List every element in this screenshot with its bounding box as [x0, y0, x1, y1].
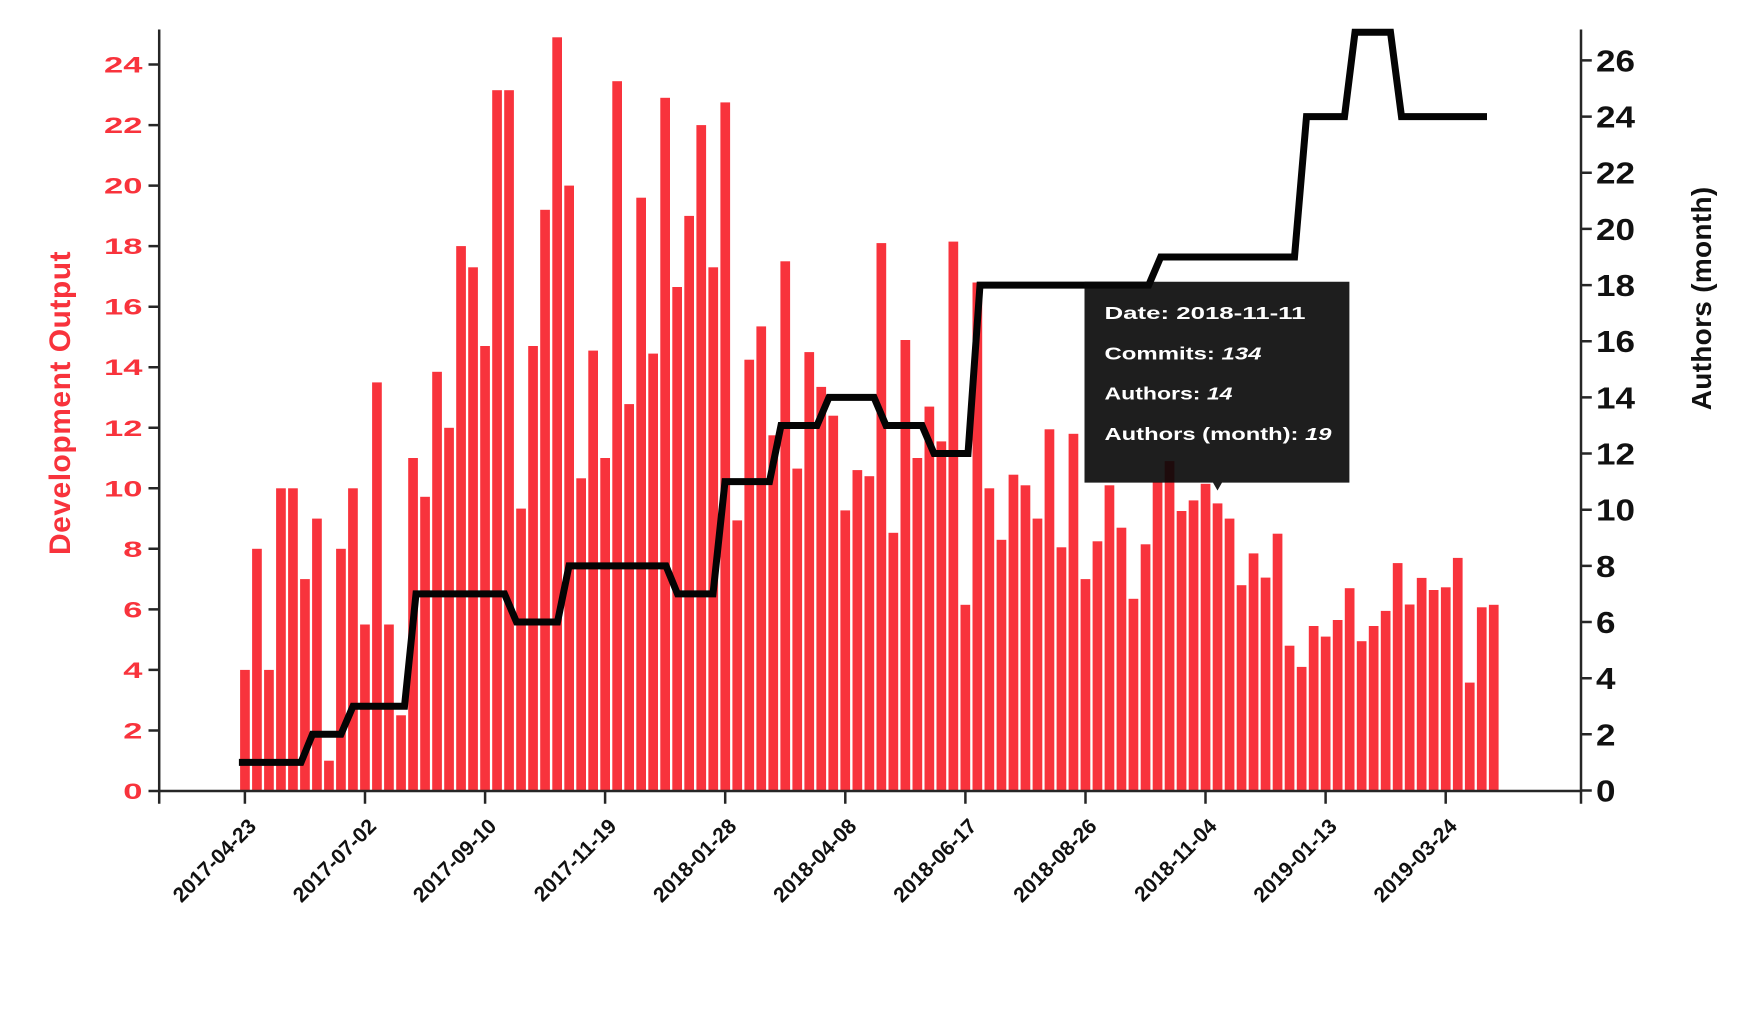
svg-text:18: 18 — [104, 234, 143, 259]
svg-text:20: 20 — [1596, 212, 1635, 247]
svg-text:4: 4 — [123, 658, 143, 683]
svg-text:4: 4 — [1596, 661, 1616, 696]
svg-text:14: 14 — [104, 355, 144, 380]
svg-text:20: 20 — [104, 174, 143, 199]
svg-text:Authors (month): Authors (month) — [1686, 187, 1717, 411]
svg-text:8: 8 — [123, 537, 142, 562]
svg-text:24: 24 — [104, 53, 144, 78]
svg-text:2: 2 — [123, 719, 142, 744]
svg-text:2018-04-08: 2018-04-08 — [769, 815, 861, 907]
svg-text:2018-06-17: 2018-06-17 — [889, 815, 981, 907]
svg-text:22: 22 — [1596, 156, 1635, 191]
svg-text:2019-03-24: 2019-03-24 — [1370, 815, 1462, 907]
svg-text:24: 24 — [1596, 100, 1636, 135]
svg-text:0: 0 — [123, 779, 142, 804]
svg-text:Development Output: Development Output — [44, 251, 77, 555]
svg-text:2017-04-23: 2017-04-23 — [169, 815, 261, 907]
svg-text:Date: 2018-11-11: Date: 2018-11-11 — [1105, 303, 1306, 323]
svg-text:2019-01-13: 2019-01-13 — [1249, 815, 1341, 907]
svg-text:2017-11-19: 2017-11-19 — [530, 815, 621, 906]
svg-text:2018-08-26: 2018-08-26 — [1009, 815, 1101, 907]
svg-text:26: 26 — [1596, 43, 1635, 78]
svg-text:2018-01-28: 2018-01-28 — [649, 815, 741, 907]
svg-text:Authors: 14: Authors: 14 — [1105, 384, 1233, 404]
svg-text:10: 10 — [104, 476, 143, 501]
svg-text:18: 18 — [1596, 268, 1635, 303]
svg-text:22: 22 — [104, 113, 143, 138]
svg-text:14: 14 — [1596, 380, 1636, 415]
svg-text:16: 16 — [1596, 324, 1635, 359]
svg-text:2: 2 — [1596, 717, 1616, 752]
svg-text:2017-07-02: 2017-07-02 — [289, 815, 381, 907]
svg-text:12: 12 — [1596, 437, 1635, 472]
svg-text:8: 8 — [1596, 549, 1616, 584]
svg-text:16: 16 — [104, 295, 143, 320]
svg-text:2018-11-04: 2018-11-04 — [1130, 815, 1222, 907]
svg-text:0: 0 — [1596, 774, 1616, 809]
svg-text:2017-09-10: 2017-09-10 — [409, 815, 501, 907]
svg-text:Authors (month): 19: Authors (month): 19 — [1105, 424, 1332, 444]
svg-text:12: 12 — [104, 416, 143, 441]
svg-text:6: 6 — [123, 597, 142, 622]
svg-text:Commits: 134: Commits: 134 — [1105, 343, 1262, 363]
svg-text:6: 6 — [1596, 605, 1616, 640]
svg-text:10: 10 — [1596, 493, 1635, 528]
